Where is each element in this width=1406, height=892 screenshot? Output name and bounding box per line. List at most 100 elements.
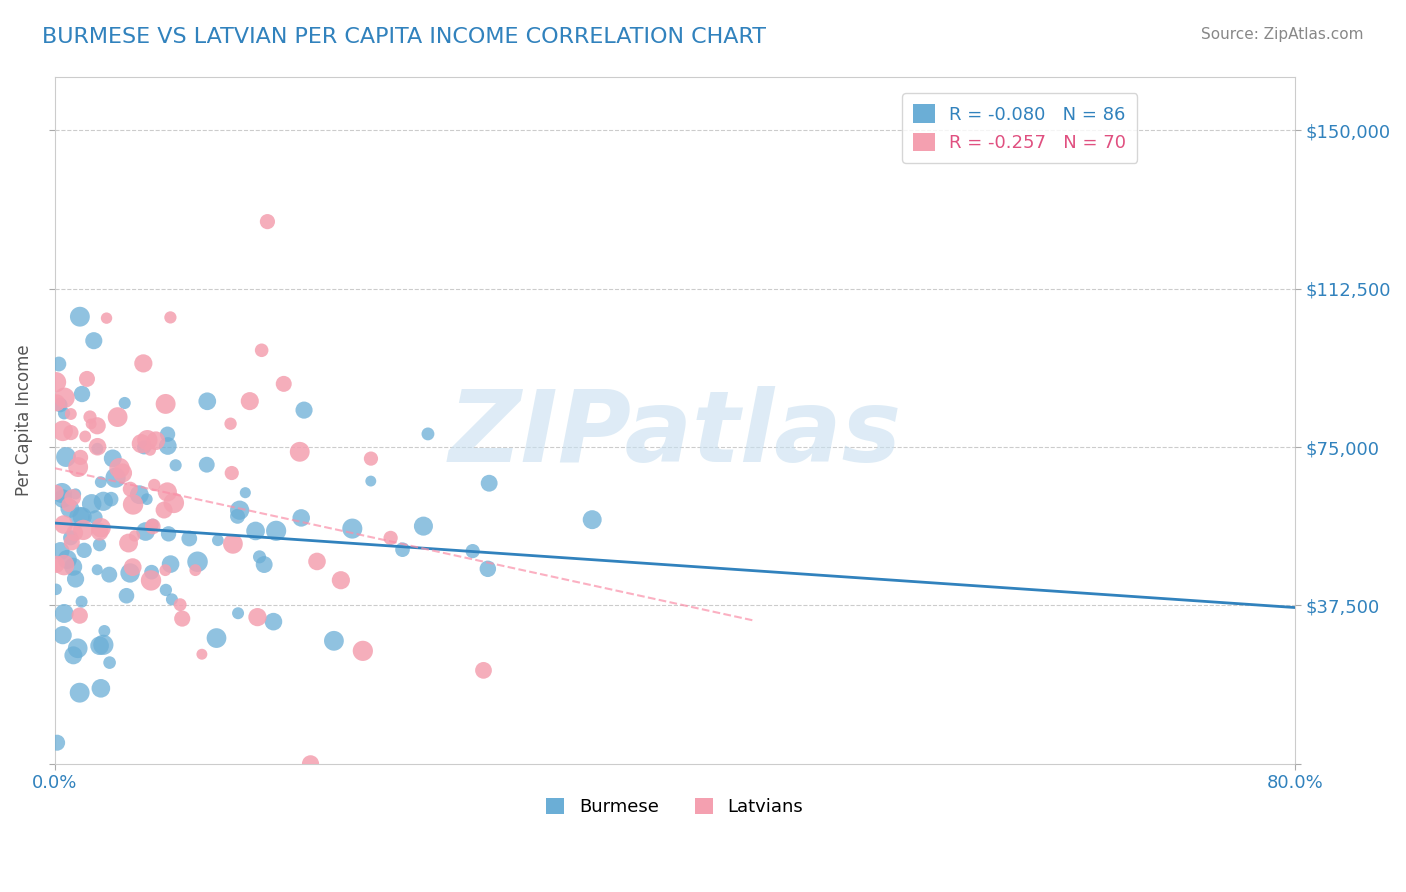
- Point: [253, 558, 276, 572]
- Point: [114, 396, 136, 410]
- Point: [100, 492, 122, 507]
- Point: [142, 519, 165, 533]
- Point: [75, 429, 97, 443]
- Point: [342, 522, 364, 536]
- Legend: Burmese, Latvians: Burmese, Latvians: [540, 790, 810, 823]
- Point: [80, 497, 103, 511]
- Point: [179, 532, 201, 546]
- Point: [58, 498, 80, 512]
- Point: [250, 343, 273, 358]
- Point: [70, 509, 93, 524]
- Point: [45, 375, 67, 389]
- Point: [45, 582, 67, 597]
- Point: [45, 396, 67, 410]
- Text: ZIPatlas: ZIPatlas: [449, 386, 901, 483]
- Point: [195, 394, 218, 409]
- Point: [90, 475, 112, 489]
- Point: [156, 439, 179, 453]
- Point: [107, 410, 129, 425]
- Point: [80, 417, 103, 431]
- Point: [93, 624, 115, 638]
- Point: [59, 407, 82, 421]
- Point: [160, 592, 183, 607]
- Point: [89, 524, 111, 539]
- Point: [60, 535, 83, 549]
- Point: [226, 509, 249, 524]
- Point: [62, 648, 84, 663]
- Point: [239, 394, 262, 409]
- Point: [246, 610, 269, 624]
- Point: [69, 686, 91, 700]
- Point: [461, 544, 484, 558]
- Point: [329, 573, 352, 587]
- Point: [73, 543, 96, 558]
- Point: [256, 214, 278, 228]
- Point: [93, 638, 115, 652]
- Point: [292, 403, 315, 417]
- Point: [62, 559, 84, 574]
- Point: [90, 681, 112, 696]
- Point: [120, 566, 142, 580]
- Point: [69, 310, 91, 324]
- Text: BURMESE VS LATVIAN PER CAPITA INCOME CORRELATION CHART: BURMESE VS LATVIAN PER CAPITA INCOME COR…: [42, 27, 766, 46]
- Point: [104, 470, 127, 484]
- Point: [86, 440, 108, 454]
- Point: [66, 641, 89, 656]
- Point: [581, 513, 603, 527]
- Point: [52, 491, 75, 506]
- Point: [156, 485, 179, 500]
- Point: [86, 418, 108, 433]
- Point: [111, 466, 134, 480]
- Point: [141, 518, 163, 533]
- Point: [233, 485, 256, 500]
- Point: [59, 501, 82, 516]
- Point: [90, 521, 112, 535]
- Point: [53, 607, 76, 621]
- Point: [86, 563, 108, 577]
- Point: [139, 574, 162, 588]
- Point: [305, 554, 328, 568]
- Point: [67, 460, 90, 475]
- Point: [96, 311, 118, 326]
- Point: [70, 595, 93, 609]
- Point: [472, 664, 495, 678]
- Point: [139, 442, 162, 457]
- Point: [67, 510, 90, 524]
- Point: [108, 461, 131, 475]
- Point: [91, 494, 114, 508]
- Point: [172, 611, 194, 625]
- Point: [52, 628, 75, 642]
- Point: [264, 524, 287, 538]
- Point: [52, 517, 75, 532]
- Point: [122, 498, 145, 512]
- Point: [191, 647, 214, 661]
- Point: [128, 488, 150, 502]
- Point: [299, 756, 322, 771]
- Point: [89, 538, 111, 552]
- Point: [135, 524, 157, 539]
- Point: [124, 529, 146, 543]
- Point: [65, 572, 87, 586]
- Point: [141, 565, 163, 579]
- Point: [391, 542, 413, 557]
- Point: [143, 478, 166, 492]
- Point: [86, 442, 108, 456]
- Point: [56, 552, 79, 566]
- Point: [69, 608, 91, 623]
- Point: [273, 376, 295, 391]
- Point: [59, 425, 82, 440]
- Point: [322, 633, 344, 648]
- Point: [186, 555, 208, 569]
- Point: [142, 517, 165, 532]
- Point: [53, 406, 76, 420]
- Point: [101, 451, 124, 466]
- Point: [352, 644, 374, 658]
- Point: [226, 606, 249, 620]
- Point: [262, 615, 284, 629]
- Point: [121, 560, 143, 574]
- Point: [155, 563, 177, 577]
- Point: [195, 458, 218, 472]
- Point: [207, 533, 229, 548]
- Point: [136, 433, 159, 447]
- Point: [249, 549, 271, 564]
